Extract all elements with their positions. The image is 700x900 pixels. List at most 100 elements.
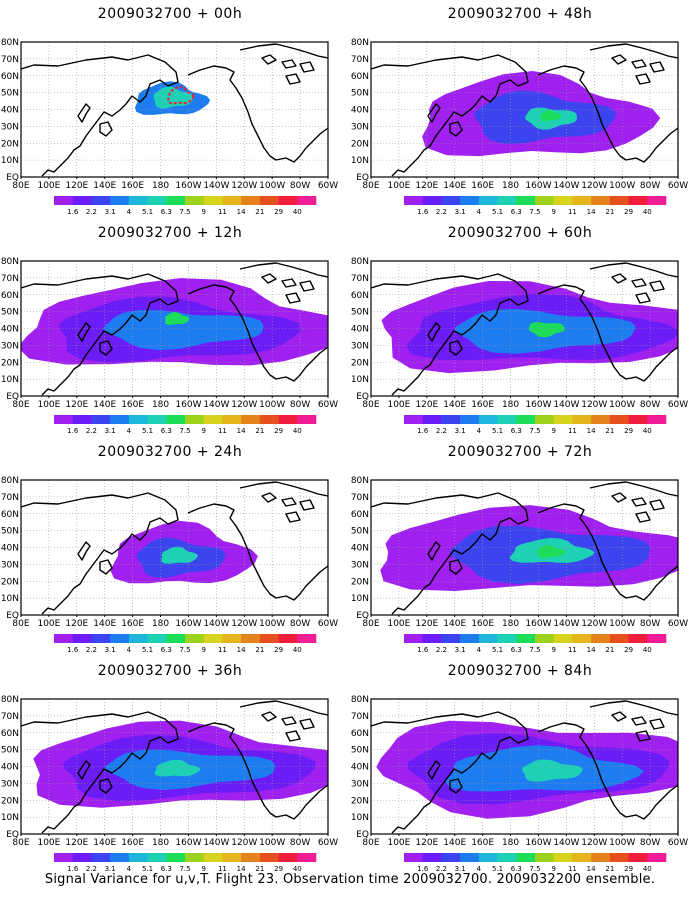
colorbar-swatch [54, 634, 74, 643]
colorbar-swatch [647, 853, 667, 862]
colorbar-swatch [553, 196, 573, 205]
colorbar-swatch [91, 196, 111, 205]
longitude-tick-label: 100W [609, 181, 635, 191]
variance-fill [422, 71, 661, 157]
colorbar-level-label: 7.5 [529, 208, 540, 216]
colorbar-level-label: 21 [255, 427, 264, 435]
colorbar-level-label: 3.1 [105, 865, 116, 873]
latitude-tick-label: 10N [1, 813, 19, 823]
colorbar-level-label: 7.5 [529, 646, 540, 654]
longitude-tick-label: 120W [231, 400, 257, 410]
colorbar-level-label: 4 [477, 865, 482, 873]
colorbar-level-label: 3.1 [455, 208, 466, 216]
colorbar-swatch [441, 634, 461, 643]
latitude-tick-label: 20N [351, 577, 369, 587]
colorbar-swatch [185, 853, 205, 862]
colorbar-swatch [516, 415, 536, 424]
longitude-tick-label: 160E [121, 400, 144, 410]
colorbar-swatch [128, 853, 148, 862]
colorbar-level-label: 40 [293, 208, 302, 216]
colorbar-swatch [591, 634, 611, 643]
colorbar-level-label: 1.6 [67, 646, 79, 654]
colorbar: 1.6 2.2 3.1 4 5.1 6.3 7.5 9 11 14 21 29 40 [54, 853, 317, 873]
colorbar-swatch [259, 415, 279, 424]
colorbar-swatch [441, 853, 461, 862]
colorbar-level-label: 5.1 [492, 865, 503, 873]
latitude-tick-label: 40N [1, 325, 19, 335]
latitude-tick-label: EQ [6, 173, 19, 183]
longitude-tick-label: 80E [362, 400, 379, 410]
variance-fill [134, 81, 211, 115]
colorbar-level-label: 11 [218, 208, 227, 216]
longitude-tick-label: 160E [121, 838, 144, 848]
latitude-tick-label: 30N [1, 779, 19, 789]
colorbar-swatch [297, 415, 317, 424]
colorbar-swatch [297, 196, 317, 205]
longitude-tick-label: 80W [640, 181, 660, 191]
coastlines [371, 262, 678, 396]
colorbar-level-label: 21 [255, 646, 264, 654]
latitude-tick-label: 70N [351, 55, 369, 65]
colorbar-level-label: 14 [587, 646, 596, 654]
colorbar-swatch [278, 196, 298, 205]
map-frame [20, 41, 329, 178]
latitude-tick-label: 50N [1, 746, 19, 756]
map-panel: 2009032700 + 72h 80E 100E 120E 140E 160E 180 16… [350, 438, 690, 663]
colorbar-level-label: 7.5 [179, 208, 190, 216]
map-frame [20, 698, 329, 835]
colorbar-swatch [422, 634, 442, 643]
colorbar-level-label: 1.6 [417, 646, 429, 654]
longitude-tick-label: 140E [443, 400, 466, 410]
colorbar-level-label: 6.3 [161, 208, 172, 216]
colorbar-level-label: 5.1 [142, 427, 153, 435]
coastlines [371, 700, 678, 834]
latitude-tick-label: 80N [1, 695, 19, 705]
colorbar-level-label: 7.5 [179, 427, 190, 435]
colorbar-swatch [441, 196, 461, 205]
longitude-tick-label: 100W [259, 400, 285, 410]
colorbar-swatch [460, 415, 480, 424]
colorbar-level-label: 29 [274, 208, 283, 216]
colorbar-swatch [54, 415, 74, 424]
colorbar-swatch [553, 853, 573, 862]
colorbar-level-label: 11 [218, 865, 227, 873]
latitude-tick-label: 20N [1, 577, 19, 587]
longitude-tick-label: 180 [152, 838, 169, 848]
colorbar: 1.6 2.2 3.1 4 5.1 6.3 7.5 9 11 14 21 29 40 [404, 196, 667, 216]
colorbar-level-label: 11 [568, 865, 577, 873]
colorbar-level-label: 4 [127, 427, 132, 435]
longitude-tick-label: 120E [415, 181, 438, 191]
longitude-tick-label: 120E [415, 619, 438, 629]
latitude-tick-label: 10N [1, 375, 19, 385]
longitude-tick-label: 100E [387, 400, 410, 410]
latitude-tick-label: 30N [1, 341, 19, 351]
colorbar-swatch [72, 853, 92, 862]
graticule [371, 480, 678, 615]
colorbar-swatch [572, 415, 592, 424]
longitude-tick-label: 100W [259, 181, 285, 191]
longitude-tick-label: 100E [37, 619, 60, 629]
longitude-tick-label: 120E [415, 838, 438, 848]
longitude-tick-label: 120E [65, 619, 88, 629]
colorbar-swatch [110, 634, 130, 643]
latitude-tick-label: 80N [351, 476, 369, 486]
latitude-tick-label: 30N [351, 122, 369, 132]
colorbar-swatch [147, 634, 167, 643]
colorbar-swatch [535, 634, 555, 643]
colorbar-swatch [404, 634, 424, 643]
longitude-tick-label: 180 [152, 400, 169, 410]
longitude-tick-label: 120E [415, 400, 438, 410]
latitude-tick-label: 80N [1, 38, 19, 48]
colorbar-level-label: 9 [551, 427, 555, 435]
colorbar-level-label: 11 [568, 208, 577, 216]
colorbar-level-label: 1.6 [67, 208, 79, 216]
longitude-tick-label: 180 [152, 181, 169, 191]
colorbar-swatch [647, 415, 667, 424]
longitude-tick-label: 60W [318, 619, 338, 629]
latitude-tick-label: 40N [351, 544, 369, 554]
longitude-tick-label: 100E [387, 619, 410, 629]
latitude-tick-label: 40N [1, 106, 19, 116]
colorbar-swatch [222, 853, 242, 862]
latitude-tick-label: EQ [356, 611, 369, 621]
map-panel: 2009032700 + 12h 80E 100E 120E 140E 160E 180 16… [0, 219, 340, 444]
